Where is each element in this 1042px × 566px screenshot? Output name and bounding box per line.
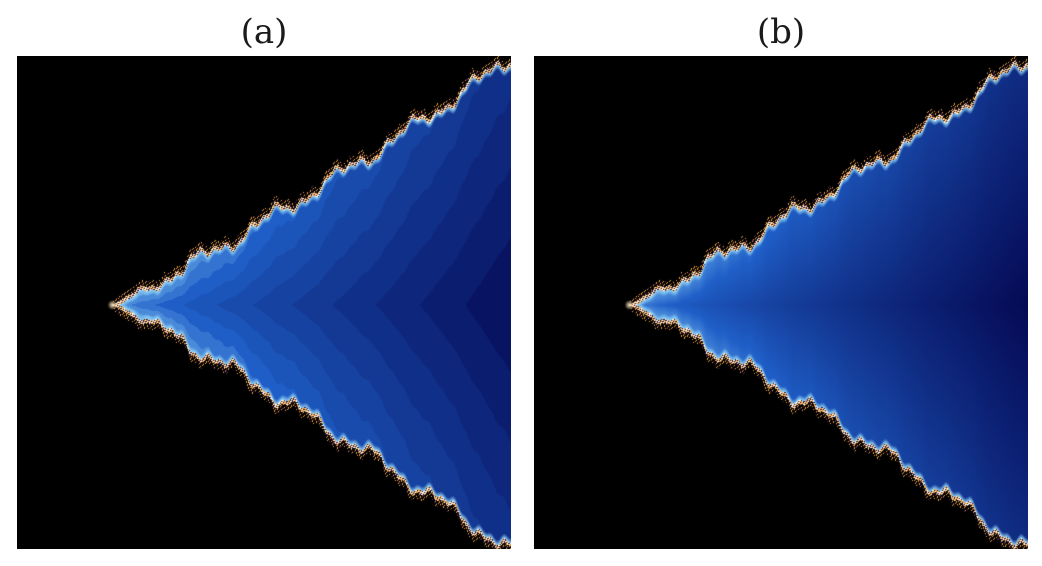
fractal-image-smooth (534, 56, 1028, 549)
panel-b: (b) (534, 0, 1028, 566)
fractal-image-banded (17, 56, 511, 549)
panel-label-a: (a) (240, 12, 288, 52)
panel-label-b: (b) (756, 12, 806, 52)
panel-a: (a) (17, 0, 511, 566)
